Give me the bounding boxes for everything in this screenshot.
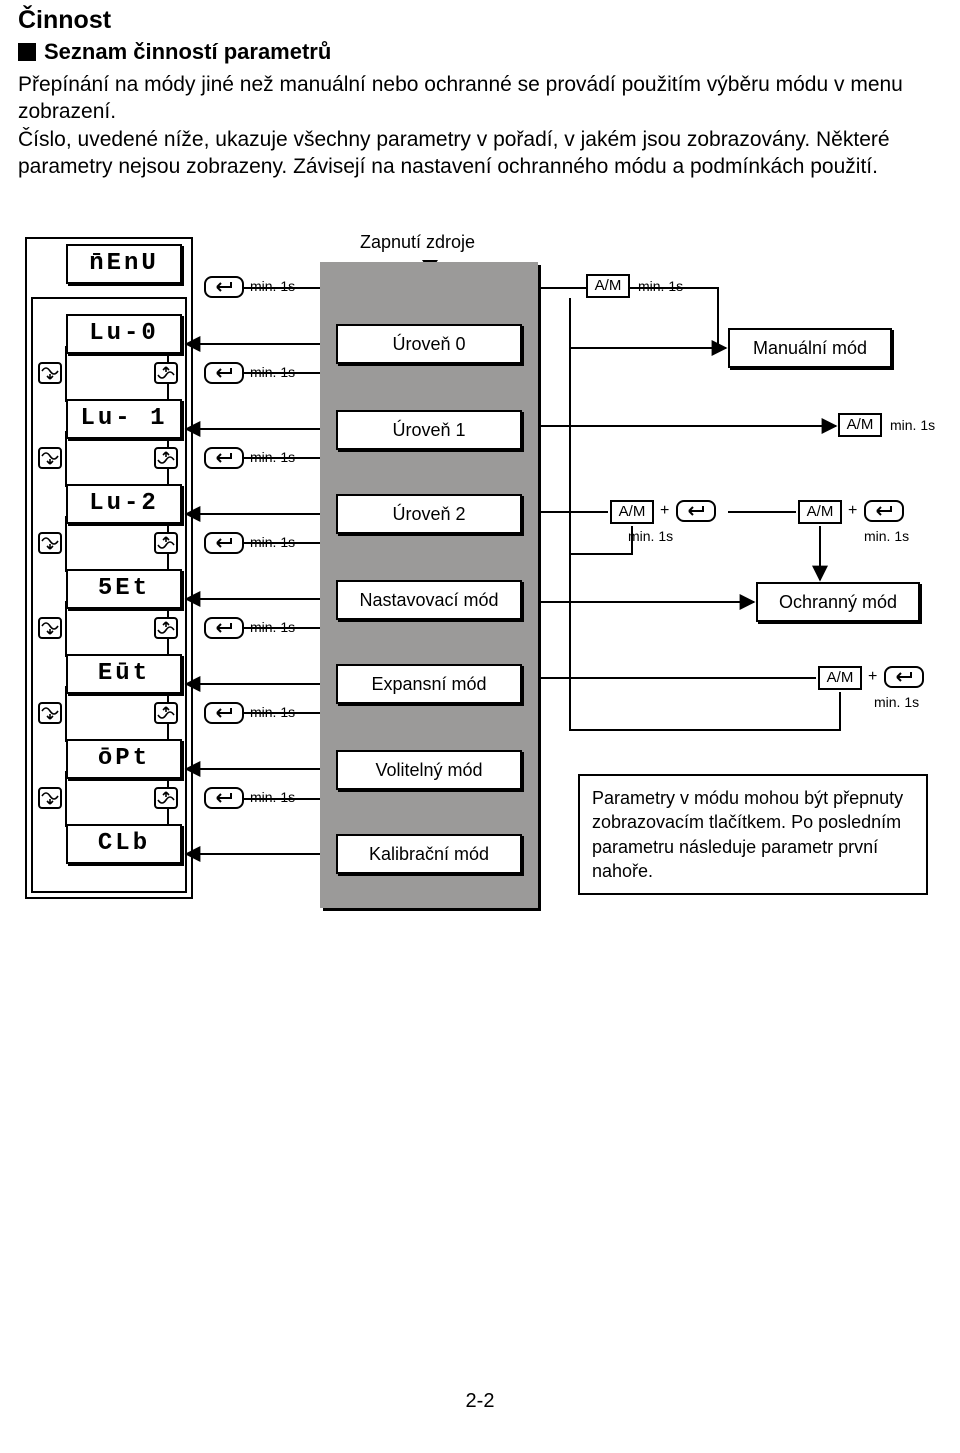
min1s-label: min. 1s (250, 449, 295, 465)
seg-opt: ōPt (66, 739, 182, 779)
wave-up-icon (154, 787, 178, 809)
min1s-label: min. 1s (864, 528, 909, 544)
wave-up-icon (154, 617, 178, 639)
enter-key-icon (204, 447, 244, 469)
mode-level-0: Úroveň 0 (336, 324, 522, 364)
min1s-label: min. 1s (874, 694, 919, 710)
am-key-icon: A/M (818, 666, 862, 690)
wave-down-icon (38, 702, 62, 724)
mode-set: Nastavovací mód (336, 580, 522, 620)
seg-set: 5Et (66, 569, 182, 609)
protect-mode-box: Ochranný mód (756, 582, 920, 622)
wave-up-icon (154, 702, 178, 724)
section-header-text: Seznam činností parametrů (44, 39, 331, 64)
enter-key-icon (676, 500, 716, 522)
enter-key-icon (204, 276, 244, 298)
mode-optional: Volitelný mód (336, 750, 522, 790)
intro-paragraph: Přepínání na módy jiné než manuální nebo… (18, 71, 942, 180)
mode-level-1: Úroveň 1 (336, 410, 522, 450)
enter-key-icon (204, 787, 244, 809)
min1s-label: min. 1s (628, 528, 673, 544)
wave-down-icon (38, 617, 62, 639)
mode-column: Úroveň 0 Úroveň 1 Úroveň 2 Nastavovací m… (320, 262, 538, 908)
seg-lu1: Lu- 1 (66, 399, 182, 439)
wave-down-icon (38, 787, 62, 809)
seg-clb: CLb (66, 824, 182, 864)
page-title: Činnost (18, 6, 942, 35)
min1s-label: min. 1s (250, 619, 295, 635)
min1s-label: min. 1s (638, 278, 683, 294)
min1s-label: min. 1s (250, 534, 295, 550)
min1s-label: min. 1s (250, 789, 295, 805)
enter-key-icon (204, 532, 244, 554)
enter-key-icon (204, 702, 244, 724)
bullet-square-icon (18, 43, 36, 61)
wave-up-icon (154, 362, 178, 384)
wave-down-icon (38, 447, 62, 469)
wave-down-icon (38, 362, 62, 384)
seg-menu: n̄EnU (66, 244, 182, 284)
section-header: Seznam činností parametrů (18, 39, 942, 65)
min1s-label: min. 1s (250, 364, 295, 380)
enter-key-icon (884, 666, 924, 688)
manual-mode-box: Manuální mód (728, 328, 892, 368)
am-key-icon: A/M (610, 500, 654, 524)
min1s-label: min. 1s (890, 417, 935, 433)
seg-lu2: Lu-2 (66, 484, 182, 524)
am-key-icon: A/M (838, 413, 882, 437)
power-on-label: Zapnutí zdroje (360, 232, 475, 253)
page-footer: 2-2 (18, 1390, 942, 1413)
plus-icon: + (848, 502, 857, 520)
note-box: Parametry v módu mohou být přepnuty zobr… (578, 774, 928, 895)
min1s-label: min. 1s (250, 704, 295, 720)
seg-eut: Eūt (66, 654, 182, 694)
wave-up-icon (154, 447, 178, 469)
wave-down-icon (38, 532, 62, 554)
wave-up-icon (154, 532, 178, 554)
mode-calibration: Kalibrační mód (336, 834, 522, 874)
enter-key-icon (864, 500, 904, 522)
min1s-label: min. 1s (250, 278, 295, 294)
plus-icon: + (868, 668, 877, 686)
diagram-area: Zapnutí zdroje Úroveň 0 Úroveň 1 Úroveň … (18, 210, 938, 970)
plus-icon: + (660, 502, 669, 520)
mode-expansion: Expansní mód (336, 664, 522, 704)
mode-level-2: Úroveň 2 (336, 494, 522, 534)
am-key-icon: A/M (798, 500, 842, 524)
am-key-icon: A/M (586, 274, 630, 298)
seg-lu0: Lu-0 (66, 314, 182, 354)
enter-key-icon (204, 617, 244, 639)
enter-key-icon (204, 362, 244, 384)
